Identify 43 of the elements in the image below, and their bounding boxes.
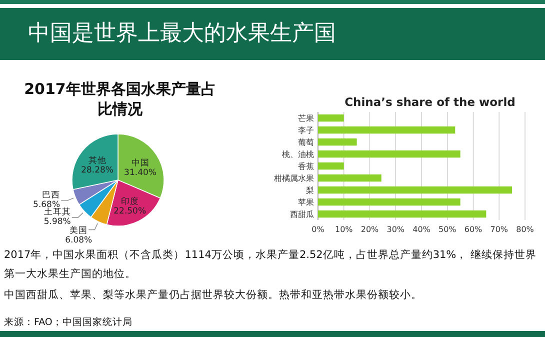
bar: [318, 162, 344, 170]
x-tick-label: 30%: [386, 225, 405, 234]
y-tick-label: 葡萄: [298, 138, 314, 147]
bar: [318, 150, 460, 158]
x-tick-label: 80%: [516, 225, 534, 234]
x-tick-label: 70%: [490, 225, 508, 234]
y-tick-label: 西甜瓜: [290, 210, 314, 219]
y-tick-label: 苹果: [298, 198, 314, 207]
y-tick-label: 梨: [306, 186, 314, 195]
slice-label: 其他: [88, 155, 106, 166]
y-tick-label: 芒果: [298, 114, 314, 123]
slice-label: 印度: [120, 196, 139, 207]
bar: [318, 174, 382, 182]
x-tick-label: 0%: [312, 225, 325, 234]
bar: [318, 186, 512, 194]
x-tick-label: 60%: [464, 225, 483, 234]
bar: [318, 138, 357, 146]
x-tick-label: 10%: [334, 225, 354, 234]
y-tick-label: 李子: [298, 126, 314, 135]
y-tick-label: 桃、油桃: [282, 150, 314, 159]
text: 2017年，中国水果面积（不含瓜类）1114万公顷，水果产量2.52亿吨，占世界总产量约31%， 继续保持世界第一大水果生产国的地位。: [4, 248, 538, 282]
text: 中国西甜瓜、苹果、梨等水果产量仍占据世界较大份额。热带和亚热带水果份额较小。: [4, 288, 423, 303]
data-label: 31.40%: [124, 168, 156, 178]
x-tick-label: 50%: [438, 225, 457, 234]
slice-label: 巴西: [42, 190, 60, 201]
y-tick-label: 香蕉: [298, 162, 314, 171]
source-note: 来源：FAO；中国国家统计局: [4, 316, 134, 330]
x-tick-label: 20%: [360, 225, 380, 234]
data-label: 5.98%: [44, 217, 71, 228]
text: 中国是世界上最大的水果生产国: [28, 20, 336, 48]
bar: [318, 114, 344, 122]
bar: [318, 198, 460, 206]
chart-title: China’s share of the world: [344, 95, 516, 109]
bar: [318, 210, 486, 218]
data-label: 6.08%: [65, 235, 92, 246]
data-label: 22.50%: [114, 206, 146, 216]
y-tick-label: 柑橘属水果: [273, 174, 314, 183]
slice-label: 中国: [131, 157, 150, 168]
bar: [318, 126, 456, 134]
x-tick-label: 40%: [412, 225, 431, 234]
chart-title: 2017年世界各国水果产量占比情况: [24, 80, 216, 118]
slice-label: 美国: [70, 224, 88, 236]
data-label: 28.28%: [81, 166, 114, 176]
